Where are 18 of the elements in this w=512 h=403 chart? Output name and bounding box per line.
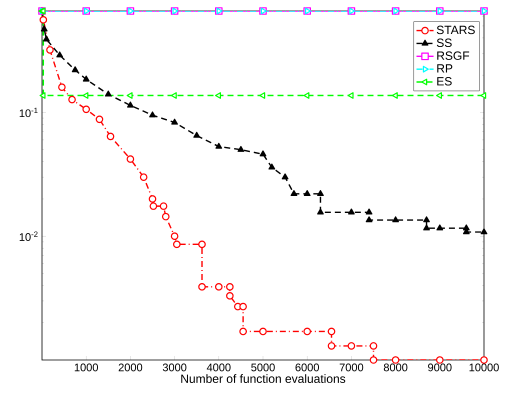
x-tick-label: 6000	[296, 364, 319, 372]
x-tick-label: 2000	[118, 364, 142, 372]
x-axis-title: Number of function evaluations	[181, 374, 346, 383]
legend-label: SS	[436, 38, 452, 48]
x-tick-label: 9000	[428, 364, 452, 372]
legend-label: RP	[437, 64, 452, 73]
x-tick-label: 4000	[206, 364, 231, 372]
x-tick-label: 3000	[162, 364, 186, 372]
legend-label: ES	[437, 77, 452, 86]
legend-label: RSGF	[437, 51, 470, 60]
y-tick-label: 10$^{-2}$	[20, 231, 38, 241]
x-tick-label: 5000	[251, 364, 275, 372]
legend-label: STARS	[436, 26, 475, 34]
x-tick-label: 7000	[340, 364, 364, 372]
x-tick-label: 10000	[470, 364, 499, 372]
x-tick-label: 1000	[74, 364, 98, 372]
x-tick-label: 8000	[384, 364, 408, 372]
y-tick-label: 10$^{-1}$	[20, 108, 38, 118]
